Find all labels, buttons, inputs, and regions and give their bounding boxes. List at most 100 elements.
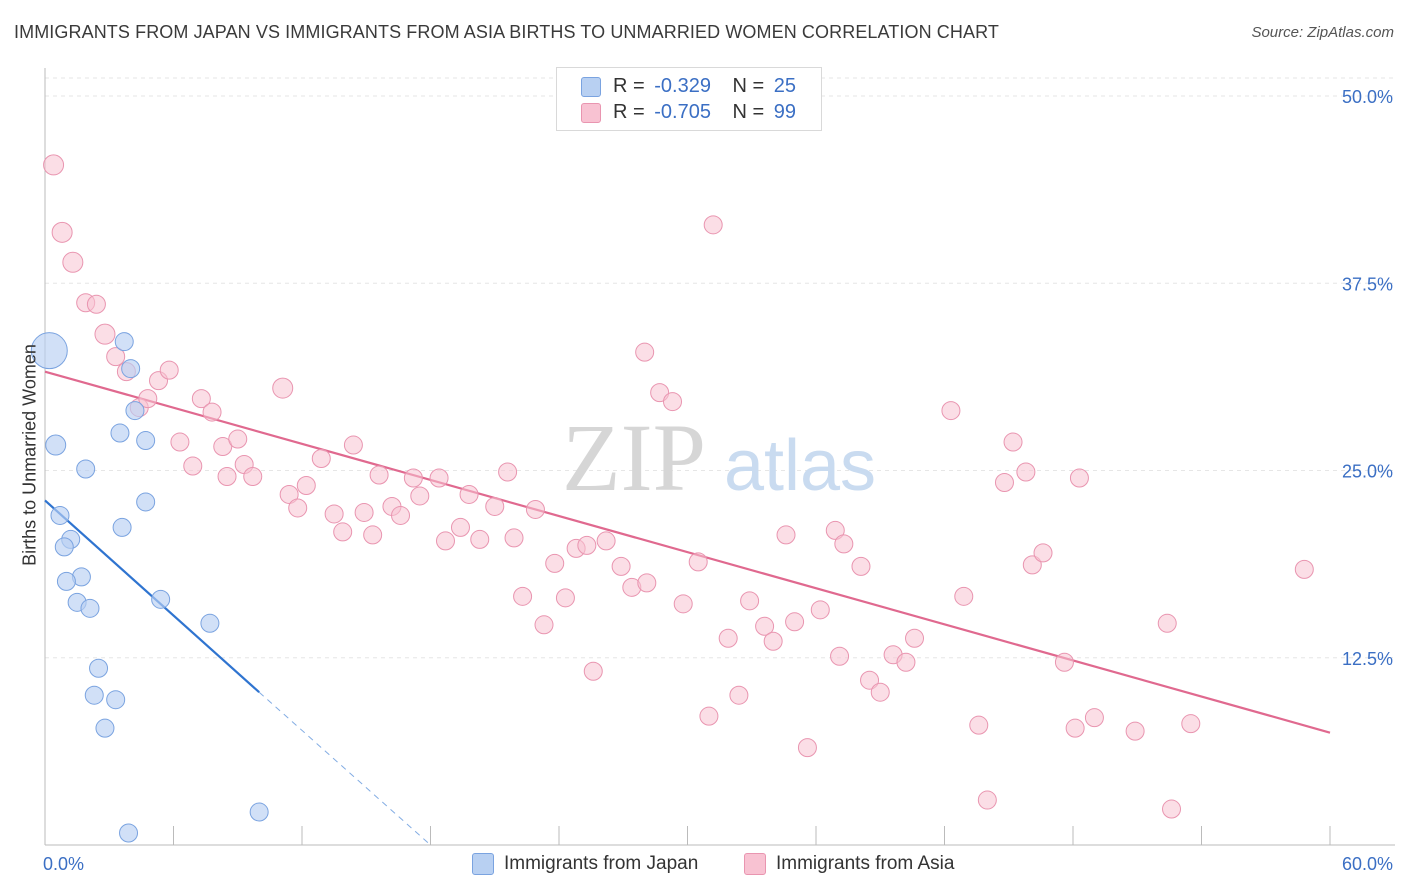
japan-point-19 xyxy=(89,658,109,678)
asia-point-35 xyxy=(410,486,430,506)
legend-asia-n-label: N = xyxy=(732,101,765,123)
asia-point-48 xyxy=(555,588,575,608)
japan-point-13 xyxy=(125,401,145,421)
chart-title: IMMIGRANTS FROM JAPAN VS IMMIGRANTS FROM… xyxy=(14,22,999,42)
japan-point-18 xyxy=(200,613,220,633)
asia-point-68 xyxy=(776,525,796,545)
asia-point-24 xyxy=(296,475,316,495)
asia-point-64 xyxy=(729,685,749,705)
asia-point-41 xyxy=(485,496,505,516)
asia-point-90 xyxy=(1054,652,1074,672)
asia-point-22 xyxy=(279,484,299,504)
asia-point-91 xyxy=(1065,718,1085,738)
asia-point-76 xyxy=(860,670,880,690)
japan-trend-extension xyxy=(258,691,431,846)
japan-point-22 xyxy=(95,718,115,738)
asia-point-11 xyxy=(138,389,158,409)
asia-point-4 xyxy=(86,294,106,314)
japan-point-1 xyxy=(45,434,67,456)
asia-point-36 xyxy=(429,468,449,488)
asia-point-71 xyxy=(810,600,830,620)
asia-point-6 xyxy=(106,347,126,367)
asia-point-96 xyxy=(1162,799,1182,819)
asia-point-97 xyxy=(1181,714,1201,734)
japan-point-5 xyxy=(54,537,74,557)
axes xyxy=(44,68,1395,846)
asia-point-27 xyxy=(333,522,353,542)
asia-point-74 xyxy=(834,534,854,554)
tick-labels: 12.5% 25.0% 37.5% 50.0% 0.0% 60.0% xyxy=(43,87,1393,874)
asia-point-82 xyxy=(954,586,974,606)
series-japan-points xyxy=(30,332,269,843)
asia-point-39 xyxy=(459,484,479,504)
japan-point-10 xyxy=(80,598,100,618)
japan-point-24 xyxy=(119,823,139,843)
asia-point-81 xyxy=(941,401,961,421)
asia-point-60 xyxy=(688,552,708,572)
asia-point-85 xyxy=(994,472,1014,492)
asia-point-16 xyxy=(183,456,203,476)
japan-point-20 xyxy=(84,685,104,705)
legend-asia-r-label: R = xyxy=(613,101,645,123)
bottom-legend-japan-label: Immigrants from Japan xyxy=(504,853,699,874)
y-tick-label-3: 50.0% xyxy=(1342,87,1393,107)
asia-point-47 xyxy=(545,553,565,573)
y-tick-label-2: 37.5% xyxy=(1342,274,1393,294)
japan-point-23 xyxy=(249,802,269,822)
asia-point-69 xyxy=(785,612,805,632)
asia-point-13 xyxy=(202,402,222,422)
asia-point-12 xyxy=(191,389,211,409)
series-asia-points xyxy=(43,154,1314,819)
asia-point-72 xyxy=(825,520,845,540)
asia-point-98 xyxy=(1294,559,1314,579)
asia-point-50 xyxy=(577,535,597,555)
asia-point-94 xyxy=(1125,721,1145,741)
asia-point-18 xyxy=(217,466,237,486)
legend-swatch-japan xyxy=(581,77,601,97)
japan-point-15 xyxy=(136,431,156,451)
asia-point-59 xyxy=(673,594,693,614)
bottom-legend-swatch-asia xyxy=(744,853,766,875)
asia-point-40 xyxy=(470,529,490,549)
legend-swatch-asia xyxy=(581,103,601,123)
asia-trend-line xyxy=(44,370,1331,734)
asia-point-65 xyxy=(740,591,760,611)
asia-point-51 xyxy=(583,661,603,681)
asia-point-88 xyxy=(1022,555,1042,575)
asia-point-46 xyxy=(534,615,554,635)
source-label: Source: ZipAtlas.com xyxy=(1251,24,1394,41)
asia-point-15 xyxy=(170,432,190,452)
asia-point-56 xyxy=(635,342,655,362)
asia-point-67 xyxy=(763,631,783,651)
asia-point-75 xyxy=(851,556,871,576)
asia-point-30 xyxy=(363,525,383,545)
watermark-atlas: atlas xyxy=(724,426,876,506)
legend-japan-n-label: N = xyxy=(732,75,765,97)
japan-point-17 xyxy=(151,589,171,609)
asia-point-28 xyxy=(343,435,363,455)
y-tick-label-0: 12.5% xyxy=(1342,649,1393,669)
gridlines xyxy=(45,77,1395,659)
asia-point-44 xyxy=(513,586,533,606)
asia-point-25 xyxy=(311,449,331,469)
watermark: ZIP atlas xyxy=(562,404,876,511)
legend-japan-r-label: R = xyxy=(613,75,645,97)
asia-point-62 xyxy=(703,215,723,235)
japan-point-16 xyxy=(136,492,156,512)
asia-point-45 xyxy=(525,499,545,519)
asia-point-87 xyxy=(1016,462,1036,482)
legend-japan-n-value: 25 xyxy=(773,75,797,97)
asia-point-23 xyxy=(288,498,308,518)
correlation-legend: R = -0.329 N = 25 R = -0.705 N = 99 xyxy=(556,67,822,131)
japan-point-2 xyxy=(76,459,96,479)
japan-point-3 xyxy=(50,505,70,525)
bottom-legend-asia: Immigrants from Asia xyxy=(744,851,954,877)
asia-point-17 xyxy=(213,437,233,457)
asia-point-21 xyxy=(243,466,263,486)
asia-point-33 xyxy=(391,505,411,525)
asia-point-73 xyxy=(830,646,850,666)
asia-point-5 xyxy=(94,323,116,345)
japan-point-14 xyxy=(110,423,130,443)
legend-japan-r-value: -0.329 xyxy=(654,75,711,97)
legend-asia-n-value: 99 xyxy=(773,101,797,123)
